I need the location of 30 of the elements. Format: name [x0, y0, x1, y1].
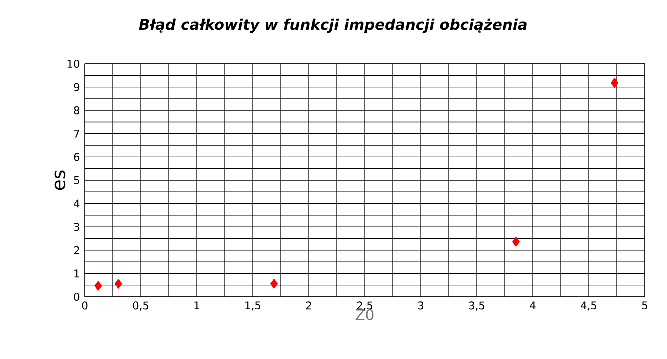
- x-tick-label: 3: [418, 302, 424, 310]
- y-tick-label: 8: [74, 106, 80, 115]
- x-tick-label: 0,5: [133, 302, 149, 311]
- point: [94, 281, 102, 291]
- point: [512, 237, 520, 247]
- y-tick-label: 4: [74, 200, 80, 208]
- y-tick-label: 6: [74, 153, 80, 162]
- x-tick-label: 4,5: [581, 302, 597, 311]
- chart-title: Błąd całkowity w funkcji impedancji obciążenia: [139, 18, 527, 34]
- y-tick-label: 10: [68, 60, 80, 68]
- y-tick-label: 0: [74, 292, 80, 302]
- x-tick-label: 4: [530, 302, 536, 310]
- point: [610, 78, 619, 88]
- point: [270, 279, 278, 289]
- y-tick-label: 1: [74, 270, 80, 278]
- y-tick-label: 9: [74, 83, 80, 92]
- x-tick-label: 5: [642, 302, 648, 310]
- y-axis-title: es: [54, 170, 66, 190]
- x-tick-label: 3,5: [469, 302, 485, 311]
- x-tick-label: 2: [306, 302, 312, 310]
- y-tick-label: 7: [74, 130, 80, 138]
- point: [114, 279, 122, 289]
- x-tick-label: 1: [194, 302, 200, 310]
- x-tick-label: 2,5: [357, 302, 373, 311]
- y-tick-label: 5: [74, 176, 80, 184]
- y-tick-label: 3: [74, 223, 80, 232]
- y-tick-label: 2: [74, 246, 80, 254]
- x-tick-label: 1,5: [246, 302, 261, 311]
- x-axis-title: Z0: [356, 309, 374, 320]
- x-tick-label: 0: [82, 302, 88, 310]
